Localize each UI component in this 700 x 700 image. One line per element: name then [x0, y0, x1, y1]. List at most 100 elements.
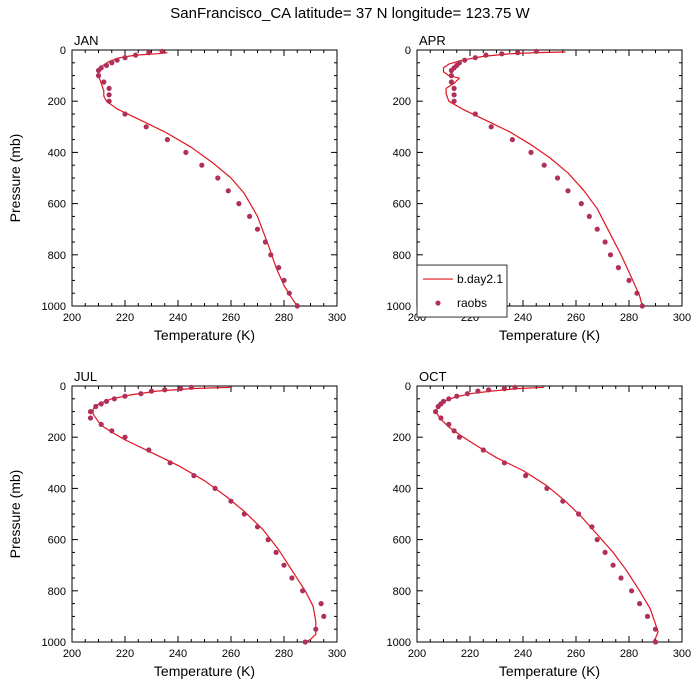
obs-point	[286, 290, 292, 296]
obs-point	[446, 421, 452, 427]
obs-point	[560, 498, 566, 504]
obs-point	[615, 265, 622, 271]
x-tick-label: 200	[408, 648, 426, 660]
panel-apr: 200 220 240 260 280 30002004006008001000APRTe…	[387, 33, 692, 343]
x-axis-title: Temperature (K)	[499, 327, 600, 343]
y-tick-label: 1000	[42, 637, 66, 649]
y-tick-label: 800	[48, 250, 66, 262]
obs-point	[472, 111, 478, 117]
obs-point	[122, 55, 128, 61]
obs-point	[451, 98, 457, 104]
obs-point	[451, 85, 457, 91]
obs-point	[215, 175, 221, 181]
obs-point	[486, 387, 492, 393]
obs-point	[499, 51, 505, 57]
x-tick-label: 300	[328, 648, 346, 660]
x-tick-label: 220	[116, 648, 134, 660]
obs-point	[602, 549, 608, 556]
obs-point	[652, 639, 659, 645]
obs-point	[300, 588, 306, 594]
plot-frame	[71, 49, 338, 307]
obs-point	[148, 388, 155, 394]
panel-label: OCT	[419, 369, 447, 384]
y-tick-label: 0	[405, 45, 411, 57]
obs-point	[541, 162, 547, 168]
panel-jan: 200 220 240 260 280 300 0 200 400 600 800 1000 JAN Te…	[7, 33, 346, 343]
obs-point	[122, 434, 128, 440]
obs-point	[111, 396, 117, 402]
x-axis-title: Temperature (K)	[154, 327, 255, 343]
y-tick-label: 0	[60, 381, 66, 393]
obs-point	[629, 588, 635, 594]
x-tick-label: 280	[275, 648, 293, 660]
legend: b.day2.1 raobs	[416, 264, 508, 318]
obs-point	[594, 226, 600, 232]
x-tick-label: 280	[620, 312, 638, 324]
x-tick-label: 300	[673, 648, 691, 660]
obs-point	[528, 149, 534, 155]
obs-point	[523, 473, 529, 479]
obs-point	[456, 434, 462, 440]
obs-point	[602, 239, 608, 245]
obs-point	[106, 92, 112, 98]
x-tick-label: 240	[514, 648, 532, 660]
obs-point	[146, 447, 152, 453]
x-tick-label: 220	[116, 312, 134, 324]
y-tick-label: 800	[393, 250, 411, 262]
obs-point	[501, 386, 507, 392]
obs-point	[634, 290, 640, 296]
obs-point	[188, 384, 194, 390]
y-tick-label: 0	[60, 45, 66, 57]
obs-point	[95, 73, 102, 79]
obs-point	[254, 226, 261, 232]
y-tick-label: 600	[48, 535, 66, 547]
panel-label: APR	[419, 33, 446, 48]
panel-jul: 200 220 240 260 280 300 0 200 400 600 800 1000 JUL Te…	[7, 369, 346, 679]
panel-oct: 200 220 240 260 280 300 0 200 400 600 800 1000 OCT Te…	[387, 369, 692, 679]
obs-point	[578, 201, 584, 207]
obs-point	[435, 403, 441, 410]
obs-point	[554, 175, 561, 181]
y-tick-label: 1000	[42, 301, 66, 313]
obs-point	[225, 188, 231, 194]
series-line-b.day2.1	[435, 386, 659, 643]
obs-point	[607, 252, 614, 258]
x-axis-title: Temperature (K)	[154, 663, 255, 679]
x-axis-title: Temperature (K)	[499, 663, 600, 679]
obs-point	[87, 409, 94, 415]
obs-point	[103, 62, 110, 68]
obs-point	[637, 601, 643, 607]
x-tick-label: 260	[222, 312, 240, 324]
obs-point	[610, 562, 616, 568]
obs-point	[199, 162, 205, 168]
obs-point	[106, 85, 112, 91]
x-tick-label: 300	[673, 312, 691, 324]
obs-point	[167, 460, 173, 466]
obs-point	[644, 613, 651, 620]
obs-point	[438, 415, 444, 421]
y-tick-label: 0	[405, 381, 411, 393]
x-tick-label: 260	[222, 648, 240, 660]
obs-point	[488, 124, 494, 130]
obs-point	[281, 562, 287, 568]
obs-point	[639, 303, 645, 309]
obs-point	[618, 575, 624, 581]
obs-point	[236, 201, 242, 207]
y-tick-label: 200	[393, 96, 411, 108]
obs-point	[103, 398, 110, 404]
y-tick-label: 400	[393, 483, 411, 495]
obs-point	[164, 137, 170, 143]
obs-point	[515, 50, 521, 56]
obs-point	[159, 48, 165, 54]
obs-point	[101, 79, 107, 85]
y-tick-label: 800	[48, 586, 66, 598]
obs-point	[565, 188, 571, 194]
obs-point	[228, 498, 234, 504]
figure-title: SanFrancisco_CA latitude= 37 N longitude…	[170, 5, 530, 22]
obs-point	[178, 386, 184, 392]
obs-point	[106, 98, 112, 104]
obs-point	[589, 524, 595, 530]
x-tick-label: 200	[63, 648, 81, 660]
obs-point	[122, 393, 128, 399]
obs-point	[501, 460, 507, 466]
